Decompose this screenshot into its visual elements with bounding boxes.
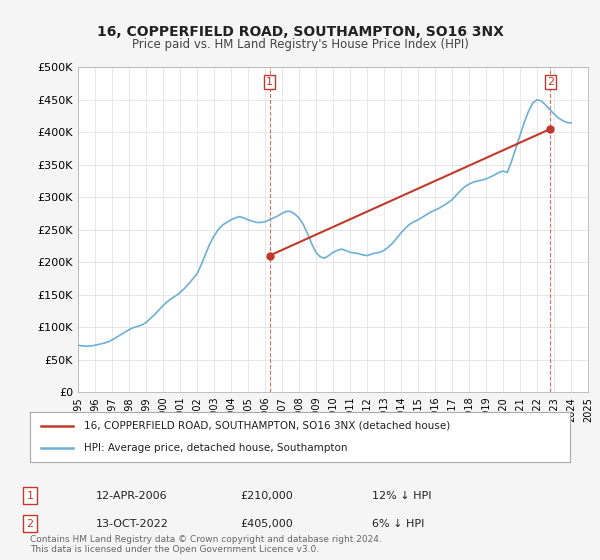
Text: £405,000: £405,000 <box>240 519 293 529</box>
Text: 1: 1 <box>26 491 34 501</box>
Text: Price paid vs. HM Land Registry's House Price Index (HPI): Price paid vs. HM Land Registry's House … <box>131 38 469 51</box>
Text: 1: 1 <box>266 77 273 87</box>
Point <box>265 251 274 260</box>
Text: 12-APR-2006: 12-APR-2006 <box>96 491 167 501</box>
Text: £210,000: £210,000 <box>240 491 293 501</box>
Text: 16, COPPERFIELD ROAD, SOUTHAMPTON, SO16 3NX: 16, COPPERFIELD ROAD, SOUTHAMPTON, SO16 … <box>97 25 503 39</box>
Text: 13-OCT-2022: 13-OCT-2022 <box>96 519 169 529</box>
Text: 12% ↓ HPI: 12% ↓ HPI <box>372 491 431 501</box>
Text: 2: 2 <box>26 519 34 529</box>
Text: 16, COPPERFIELD ROAD, SOUTHAMPTON, SO16 3NX (detached house): 16, COPPERFIELD ROAD, SOUTHAMPTON, SO16 … <box>84 421 450 431</box>
Text: Contains HM Land Registry data © Crown copyright and database right 2024.
This d: Contains HM Land Registry data © Crown c… <box>30 535 382 554</box>
Text: 6% ↓ HPI: 6% ↓ HPI <box>372 519 424 529</box>
Text: HPI: Average price, detached house, Southampton: HPI: Average price, detached house, Sout… <box>84 443 347 453</box>
Text: 2: 2 <box>547 77 554 87</box>
Point <box>545 124 555 133</box>
